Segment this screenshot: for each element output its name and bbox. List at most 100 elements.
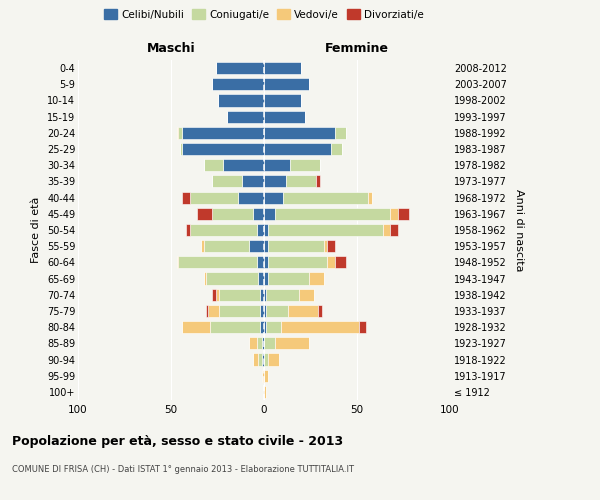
Bar [212,176,242,188]
Bar [268,354,279,366]
Bar [260,288,264,301]
Bar [218,94,264,106]
Bar [259,354,262,366]
Bar [264,354,268,366]
Bar [266,288,299,301]
Bar [206,272,259,284]
Text: Popolazione per età, sesso e stato civile - 2013: Popolazione per età, sesso e stato civil… [12,435,343,448]
Bar [264,386,266,398]
Bar [201,240,205,252]
Bar [182,192,190,203]
Bar [327,240,335,252]
Bar [210,321,260,333]
Bar [242,176,264,188]
Bar [283,192,368,203]
Bar [268,224,383,236]
Bar [264,127,335,139]
Bar [264,192,283,203]
Bar [275,208,391,220]
Bar [176,127,178,139]
Bar [391,208,398,220]
Bar [391,224,398,236]
Bar [260,305,264,317]
Bar [264,370,268,382]
Y-axis label: Fasce di età: Fasce di età [31,197,41,263]
Bar [212,208,253,220]
Bar [264,338,275,349]
Bar [182,143,264,155]
Y-axis label: Anni di nascita: Anni di nascita [514,188,524,271]
Bar [264,288,266,301]
Bar [264,143,331,155]
Bar [190,192,238,203]
Bar [264,208,275,220]
Bar [257,338,262,349]
Bar [281,321,359,333]
Bar [212,78,264,90]
Bar [275,338,308,349]
Bar [215,288,220,301]
Bar [260,321,264,333]
Bar [186,224,190,236]
Bar [331,143,342,155]
Bar [264,110,305,122]
Bar [268,240,323,252]
Bar [318,305,322,317]
Bar [290,159,320,172]
Bar [335,256,346,268]
Bar [323,240,327,252]
Bar [249,240,264,252]
Bar [359,321,366,333]
Bar [197,208,212,220]
Bar [253,354,259,366]
Bar [264,62,301,74]
Bar [206,305,208,317]
Bar [262,370,264,382]
Bar [264,78,308,90]
Text: COMUNE DI FRISA (CH) - Dati ISTAT 1° gennaio 2013 - Elaborazione TUTTITALIA.IT: COMUNE DI FRISA (CH) - Dati ISTAT 1° gen… [12,465,354,474]
Bar [264,94,301,106]
Bar [205,240,249,252]
Bar [212,288,215,301]
Bar [266,321,281,333]
Bar [299,288,314,301]
Bar [220,305,260,317]
Bar [268,272,308,284]
Text: Maschi: Maschi [146,42,196,55]
Bar [180,143,182,155]
Bar [327,256,335,268]
Legend: Celibi/Nubili, Coniugati/e, Vedovi/e, Divorziati/e: Celibi/Nubili, Coniugati/e, Vedovi/e, Di… [100,5,428,24]
Bar [220,288,260,301]
Bar [264,272,268,284]
Bar [262,338,264,349]
Bar [227,110,264,122]
Bar [208,305,220,317]
Bar [368,192,372,203]
Bar [182,127,264,139]
Bar [205,159,223,172]
Bar [266,305,288,317]
Bar [249,338,257,349]
Bar [264,159,290,172]
Bar [264,256,268,268]
Bar [268,256,327,268]
Bar [257,224,264,236]
Bar [264,321,266,333]
Bar [253,208,264,220]
Bar [215,62,264,74]
Bar [286,176,316,188]
Bar [308,272,323,284]
Bar [259,272,264,284]
Bar [264,240,268,252]
Bar [182,321,210,333]
Bar [264,224,268,236]
Bar [178,256,257,268]
Bar [316,176,320,188]
Bar [288,305,318,317]
Bar [264,305,266,317]
Bar [176,256,178,268]
Bar [205,272,206,284]
Bar [264,176,286,188]
Bar [383,224,391,236]
Bar [238,192,264,203]
